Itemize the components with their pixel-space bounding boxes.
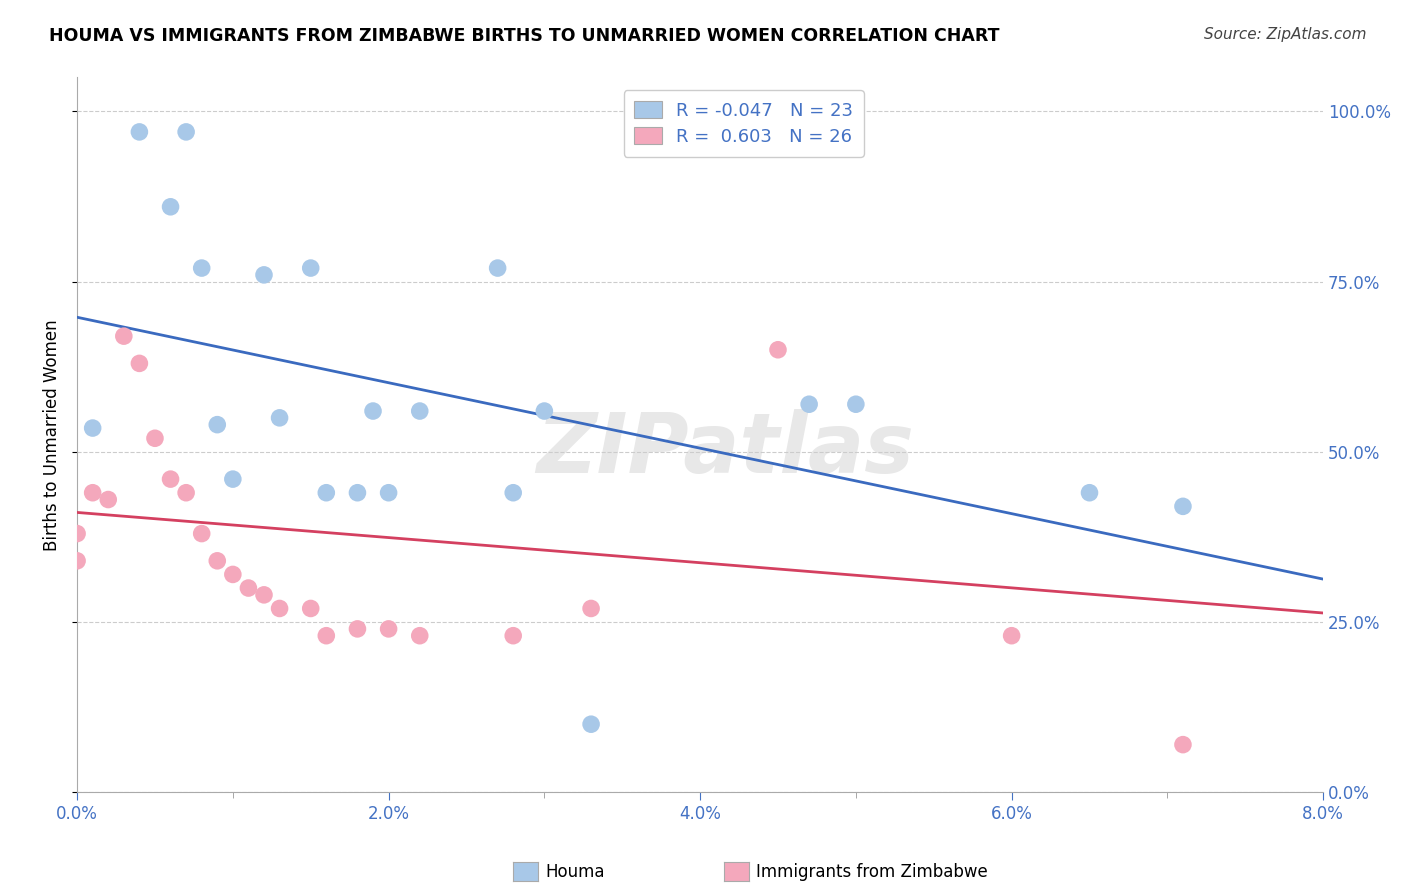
Point (159, 200, 181, 214)
Point (1171, 738, 1194, 752)
Point (159, 472, 181, 486)
Y-axis label: Births to Unmarried Women: Births to Unmarried Women (44, 319, 60, 550)
Point (1171, 500, 1194, 514)
Point (299, 601, 322, 615)
Point (533, 404, 555, 418)
Point (845, 397, 868, 411)
Text: ZIPatlas: ZIPatlas (536, 409, 914, 490)
Point (269, 601, 291, 615)
Point (409, 404, 432, 418)
Point (207, 417, 229, 432)
Point (82, 421, 104, 435)
Point (82, 485, 104, 500)
Text: Immigrants from Zimbabwe: Immigrants from Zimbabwe (756, 863, 988, 881)
Point (222, 472, 245, 486)
Point (128, 356, 150, 370)
Point (579, 601, 602, 615)
Point (174, 125, 197, 139)
Text: HOUMA VS IMMIGRANTS FROM ZIMBABWE BIRTHS TO UNMARRIED WOMEN CORRELATION CHART: HOUMA VS IMMIGRANTS FROM ZIMBABWE BIRTHS… (49, 27, 1000, 45)
Point (315, 485, 337, 500)
Point (143, 431, 166, 445)
Point (486, 261, 509, 276)
Point (238, 581, 260, 595)
Point (346, 622, 368, 636)
Point (207, 554, 229, 568)
Point (797, 397, 820, 411)
Point (190, 261, 212, 276)
Point (579, 717, 602, 731)
Text: Source: ZipAtlas.com: Source: ZipAtlas.com (1204, 27, 1367, 42)
Point (377, 485, 399, 500)
Point (269, 410, 291, 425)
Point (222, 567, 245, 582)
Point (174, 485, 197, 500)
Point (1078, 485, 1101, 500)
Point (97, 492, 120, 507)
Point (377, 622, 399, 636)
Point (766, 343, 789, 357)
Point (253, 268, 276, 282)
Point (253, 588, 276, 602)
Point (66, 554, 89, 568)
Point (112, 329, 135, 343)
Point (1001, 629, 1024, 643)
Text: Houma: Houma (546, 863, 605, 881)
Legend: R = -0.047   N = 23, R =  0.603   N = 26: R = -0.047 N = 23, R = 0.603 N = 26 (624, 90, 863, 156)
Point (361, 404, 384, 418)
Point (346, 485, 368, 500)
Point (409, 629, 432, 643)
Point (190, 526, 212, 541)
Point (128, 125, 150, 139)
Point (502, 629, 524, 643)
Point (315, 629, 337, 643)
Point (689, 125, 711, 139)
Point (299, 261, 322, 276)
Point (502, 485, 524, 500)
Point (66, 526, 89, 541)
